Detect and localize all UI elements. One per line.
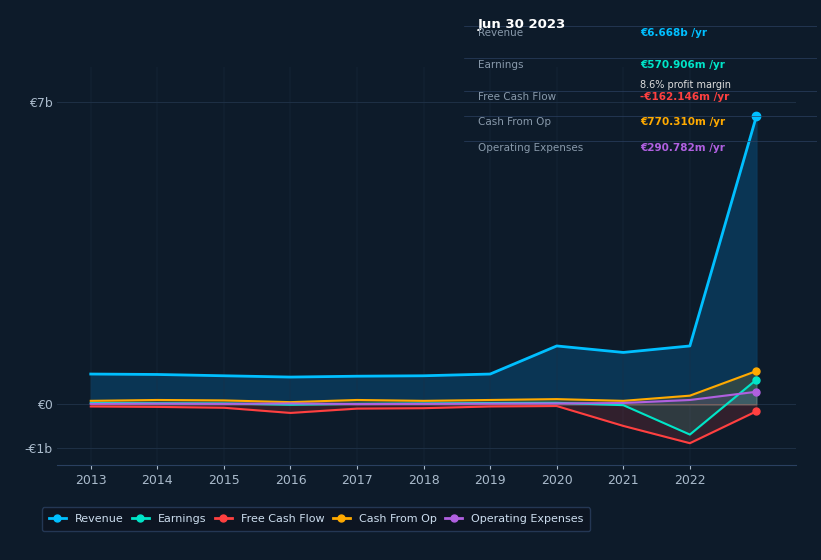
Text: €6.668b /yr: €6.668b /yr [640,28,708,38]
Text: €570.906m /yr: €570.906m /yr [640,60,725,70]
Text: €290.782m /yr: €290.782m /yr [640,143,725,152]
Text: €770.310m /yr: €770.310m /yr [640,118,726,128]
Text: Jun 30 2023: Jun 30 2023 [478,18,566,31]
Text: -€162.146m /yr: -€162.146m /yr [640,92,730,102]
Text: 8.6% profit margin: 8.6% profit margin [640,80,732,90]
Text: Operating Expenses: Operating Expenses [478,143,583,152]
Text: Revenue: Revenue [478,28,523,38]
Text: Earnings: Earnings [478,60,524,70]
Legend: Revenue, Earnings, Free Cash Flow, Cash From Op, Operating Expenses: Revenue, Earnings, Free Cash Flow, Cash … [42,507,590,531]
Text: Cash From Op: Cash From Op [478,118,551,128]
Text: Free Cash Flow: Free Cash Flow [478,92,556,102]
